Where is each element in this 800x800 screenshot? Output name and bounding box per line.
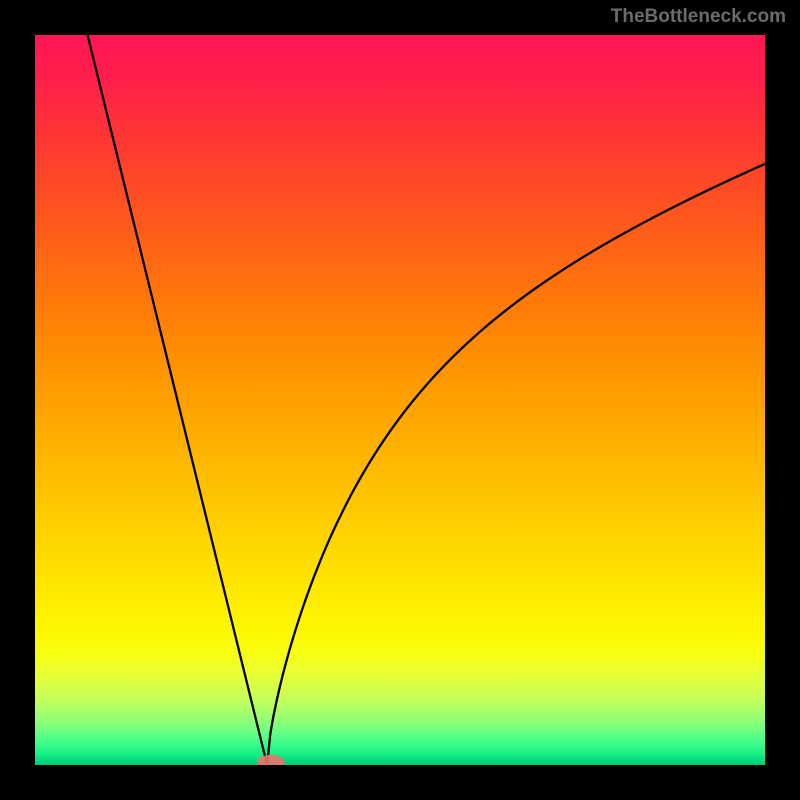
plot-area [35,35,765,765]
bottleneck-curve-svg [35,35,765,765]
min-marker [257,755,285,765]
bottleneck-curve [88,35,765,765]
watermark-text: TheBottleneck.com [611,6,786,28]
